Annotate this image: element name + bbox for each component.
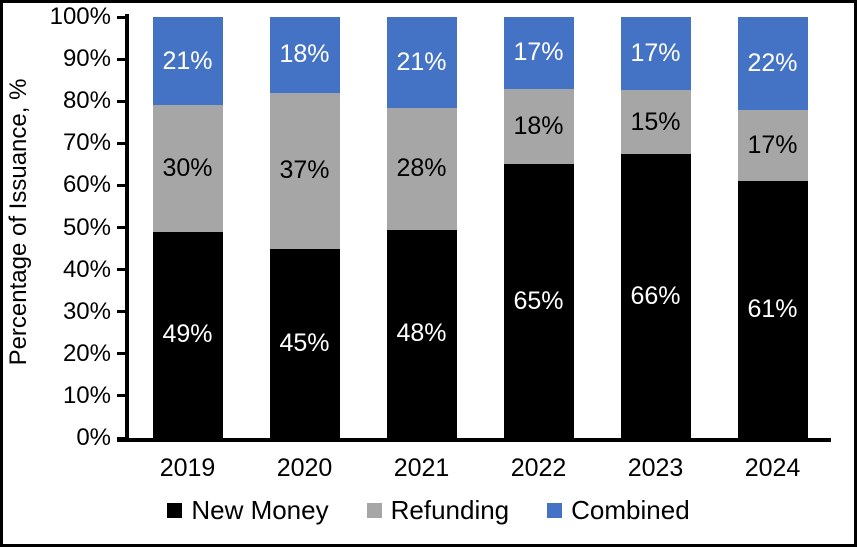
legend-swatch-new-money bbox=[167, 503, 183, 518]
bar-2019-new-money-label: 49% bbox=[162, 320, 213, 349]
x-tick-label-2023: 2023 bbox=[627, 454, 684, 482]
bar-2024-combined: 22% bbox=[737, 17, 808, 110]
bar-2020-new-money-label: 45% bbox=[279, 328, 330, 357]
x-tick-label-2021: 2021 bbox=[393, 454, 450, 482]
y-tick-mark bbox=[117, 142, 129, 145]
bar-2022-combined: 17% bbox=[503, 17, 574, 89]
bar-2019-refunding: 30% bbox=[152, 105, 223, 232]
bar-column-2023: 66% 15% 17% bbox=[620, 3, 691, 438]
bar-column-2024: 61% 17% 22% bbox=[737, 3, 808, 438]
y-tick-label: 70% bbox=[62, 129, 111, 156]
y-tick-mark bbox=[117, 310, 129, 313]
bar-2023-combined: 17% bbox=[620, 17, 691, 91]
y-tick-label: 80% bbox=[62, 87, 111, 114]
bar-2024-combined-label: 22% bbox=[747, 48, 798, 77]
y-tick-label: 50% bbox=[62, 214, 111, 241]
x-axis-line bbox=[117, 438, 831, 442]
bar-2022-combined-label: 17% bbox=[513, 38, 564, 67]
bar-column-2020: 45% 37% 18% bbox=[269, 3, 340, 438]
bar-2023-new-money-label: 66% bbox=[630, 281, 681, 310]
bar-2022-refunding-label: 18% bbox=[513, 111, 564, 140]
y-tick-label: 30% bbox=[62, 298, 111, 325]
bar-2021-combined: 21% bbox=[386, 17, 457, 109]
legend-swatch-refunding bbox=[366, 503, 382, 518]
y-tick-mark bbox=[117, 58, 129, 61]
bar-2021-new-money-label: 48% bbox=[396, 319, 447, 348]
legend-item-combined: Combined bbox=[547, 495, 690, 526]
bar-2019-refunding-label: 30% bbox=[162, 154, 213, 183]
x-tick-label-2022: 2022 bbox=[510, 454, 567, 482]
x-tick-label-2020: 2020 bbox=[276, 454, 333, 482]
y-tick-mark bbox=[117, 16, 129, 19]
y-tick-label: 10% bbox=[62, 382, 111, 409]
legend-item-new-money: New Money bbox=[167, 495, 329, 526]
bar-2020-new-money: 45% bbox=[269, 248, 340, 438]
bar-2022-refunding: 18% bbox=[503, 88, 574, 165]
y-tick-mark bbox=[117, 184, 129, 187]
y-tick-mark bbox=[117, 352, 129, 355]
bar-column-2022: 65% 18% 17% bbox=[503, 3, 574, 438]
bar-2022-new-money-label: 65% bbox=[513, 286, 564, 315]
legend-item-refunding: Refunding bbox=[366, 495, 510, 526]
y-tick-mark bbox=[117, 394, 129, 397]
bar-2023-refunding: 15% bbox=[620, 90, 691, 155]
bar-2021-refunding: 28% bbox=[386, 108, 457, 230]
bar-2022-new-money: 65% bbox=[503, 164, 574, 438]
bar-2024-new-money: 61% bbox=[737, 181, 808, 438]
legend-label-refunding: Refunding bbox=[390, 495, 510, 525]
legend-swatch-combined bbox=[547, 503, 563, 518]
bar-2023-combined-label: 17% bbox=[630, 39, 681, 67]
y-tick-mark bbox=[117, 437, 129, 440]
bar-column-2021: 48% 28% 21% bbox=[386, 3, 457, 438]
legend: New Money Refunding Combined bbox=[3, 495, 854, 526]
bar-2019-combined: 21% bbox=[152, 17, 223, 106]
bar-2021-refunding-label: 28% bbox=[396, 154, 447, 183]
bar-2021-combined-label: 21% bbox=[396, 48, 447, 77]
bar-2020-refunding-label: 37% bbox=[279, 156, 330, 185]
legend-label-new-money: New Money bbox=[191, 495, 329, 525]
bar-2020-combined: 18% bbox=[269, 17, 340, 93]
bar-column-2019: 49% 30% 21% bbox=[152, 3, 223, 438]
y-tick-mark bbox=[117, 226, 129, 229]
y-tick-mark bbox=[117, 268, 129, 271]
y-tick-mark bbox=[117, 100, 129, 103]
y-tick-label: 90% bbox=[62, 45, 111, 72]
bar-2020-refunding: 37% bbox=[269, 92, 340, 249]
bar-2024-refunding-label: 17% bbox=[747, 130, 798, 159]
bar-2020-combined-label: 18% bbox=[279, 40, 330, 69]
bar-2023-new-money: 66% bbox=[620, 154, 691, 438]
bar-2019-new-money: 49% bbox=[152, 231, 223, 438]
bar-2023-refunding-label: 15% bbox=[630, 107, 681, 136]
x-tick-label-2019: 2019 bbox=[159, 454, 216, 482]
y-tick-label: 20% bbox=[62, 340, 111, 367]
bar-2024-new-money-label: 61% bbox=[747, 295, 798, 324]
x-tick-label-2024: 2024 bbox=[744, 454, 801, 482]
y-tick-label: 100% bbox=[49, 3, 111, 30]
y-tick-label: 0% bbox=[76, 424, 111, 451]
bar-2024-refunding: 17% bbox=[737, 109, 808, 182]
legend-label-combined: Combined bbox=[571, 495, 690, 525]
bar-2019-combined-label: 21% bbox=[162, 46, 213, 75]
y-tick-label: 60% bbox=[62, 171, 111, 198]
bar-2021-new-money: 48% bbox=[386, 229, 457, 438]
y-tick-label: 40% bbox=[62, 256, 111, 283]
